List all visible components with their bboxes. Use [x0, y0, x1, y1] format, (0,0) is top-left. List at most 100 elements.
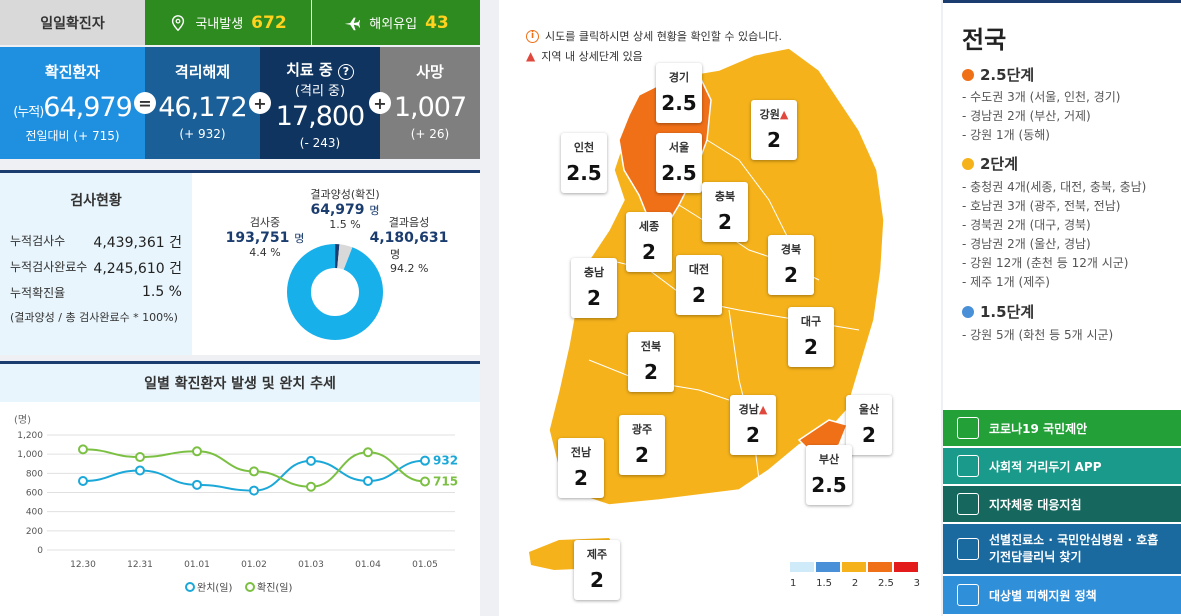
legend-label: 확진(일) — [257, 582, 293, 594]
region-badge-jeonbuk[interactable]: 전북 2 — [628, 332, 674, 392]
test-row: 누적검사수 4,439,361 건 — [10, 234, 182, 251]
data-point — [249, 466, 259, 477]
support-policy-button[interactable]: 대상별 피해지원 정책 — [943, 576, 1181, 614]
region-badge-gyeongnam[interactable]: 경남▲ 2 — [730, 395, 776, 455]
x-tick-label: 01.03 — [298, 560, 324, 570]
daily-confirmed-title: 일일확진자 — [0, 0, 145, 45]
data-point — [192, 446, 202, 457]
region-badge-incheon[interactable]: 인천 2.5 — [561, 133, 607, 193]
y-tick-label: 600 — [26, 489, 43, 499]
domestic-label: 국내발생 — [195, 17, 244, 32]
level-item: - 호남권 3개 (광주, 전북, 전남) — [962, 199, 1121, 213]
data-point — [363, 476, 373, 486]
clinic-finder-button[interactable]: 선별진료소 · 국민안심병원 · 호흡기전담클리닉 찾기 — [943, 524, 1181, 574]
region-badge-gyeonggi[interactable]: 경기 2.5 — [656, 63, 702, 123]
data-point — [306, 455, 316, 466]
warning-icon: ▲ — [758, 403, 768, 416]
deaths-diff: (+ 26) — [410, 127, 450, 141]
level-item: - 충청권 4개(세종, 대전, 충북, 충남) — [962, 180, 1147, 194]
legend-swatch — [894, 562, 918, 572]
level-item: - 강원 12개 (춘천 등 12개 시군) — [962, 256, 1129, 270]
treating-label2: (격리 중) — [294, 84, 346, 99]
x-tick-label: 01.02 — [241, 560, 267, 570]
positive-block: 결과양성(확진) 64,979 명 1.5 % — [310, 188, 380, 231]
document-icon — [957, 493, 979, 515]
location-pin-icon — [172, 14, 185, 31]
x-tick-label: 12.31 — [127, 560, 153, 570]
region-badge-daejeon[interactable]: 대전 2 — [676, 255, 722, 315]
test-note: (결과양성 / 총 검사완료수 * 100%) — [10, 311, 178, 324]
region-badge-gyeongbuk[interactable]: 경북 2 — [768, 235, 814, 295]
data-point — [420, 476, 430, 487]
legend-swatch — [816, 562, 840, 572]
trend-chart: (명) 0 200 400 600 800 1,000 1,200 12.30 12.31 01.0… — [14, 414, 458, 594]
treating-box: 치료 중 ? (격리 중) 17,800 (- 243) — [260, 47, 380, 159]
region-badge-chungbuk[interactable]: 충북 2 — [702, 182, 748, 242]
map-notice: i 시도를 클릭하시면 상세 현황을 확인할 수 있습니다. — [526, 28, 782, 44]
y-tick-label: 0 — [37, 546, 43, 556]
overseas-cases: 해외유입 43 — [312, 0, 480, 45]
released-value: 46,172 — [158, 92, 247, 123]
level-heading: 1.5단계 — [962, 301, 1034, 322]
distancing-app-button[interactable]: 사회적 거리두기 APP — [943, 448, 1181, 484]
map-legend-labels: 1 1.5 2 2.5 3 — [790, 578, 920, 589]
region-badge-jeju[interactable]: 제주 2 — [574, 540, 620, 600]
region-badge-gwangju[interactable]: 광주 2 — [619, 415, 665, 475]
warning-icon: ▲ — [526, 49, 536, 63]
legend-swatch — [790, 562, 814, 572]
data-point — [78, 444, 88, 455]
airplane-icon — [345, 17, 361, 30]
data-point — [363, 447, 373, 458]
x-tick-label: 12.30 — [70, 560, 96, 570]
negative-block: 결과음성 4,180,631 명 94.2 % — [369, 216, 449, 275]
region-badge-seoul[interactable]: 서울 2.5 — [656, 133, 702, 193]
people-distance-icon — [957, 455, 979, 477]
level-dot — [962, 157, 974, 170]
overseas-label: 해외유입 — [369, 17, 418, 32]
pencil-note-icon — [957, 417, 979, 439]
level-item: - 경남권 2개 (울산, 경남) — [962, 237, 1091, 251]
deaths-label: 사망 — [416, 63, 444, 81]
region-badge-gangwon[interactable]: 강원▲ 2 — [751, 100, 797, 160]
level-item: - 강원 5개 (화천 등 5개 시군) — [962, 328, 1114, 342]
legend-marker — [185, 582, 195, 592]
region-badge-chungnam[interactable]: 충남 2 — [571, 258, 617, 318]
level-item: - 수도권 3개 (서울, 인천, 경기) — [962, 90, 1121, 104]
released-box: 격리해제 46,172 (+ 932) — [145, 47, 260, 159]
overseas-value: 43 — [425, 12, 449, 33]
region-badge-busan[interactable]: 부산 2.5 — [806, 445, 852, 505]
region-badge-sejong[interactable]: 세종 2 — [626, 212, 672, 272]
test-title: 검사현황 — [70, 193, 122, 209]
y-tick-label: 1,000 — [17, 450, 43, 460]
level-heading: 2단계 — [962, 153, 1018, 174]
confirmed-label: 확진환자 — [44, 63, 101, 81]
citizen-proposal-button[interactable]: 코로나19 국민제안 — [943, 410, 1181, 446]
data-point — [192, 479, 202, 490]
nation-title: 전국 — [962, 26, 1007, 54]
confirmed-diff: 전일대비 (+ 715) — [25, 129, 120, 143]
level-item: - 강원 1개 (동해) — [962, 128, 1050, 142]
treating-diff: (- 243) — [299, 136, 341, 150]
x-tick-label: 01.01 — [184, 560, 210, 570]
map-notice-detail: ▲ 지역 내 상세단계 있음 — [526, 49, 643, 63]
y-axis-label: (명) — [14, 414, 31, 426]
data-point — [135, 452, 145, 463]
region-badge-jeonnam[interactable]: 전남 2 — [558, 438, 604, 498]
x-tick-label: 01.04 — [355, 560, 381, 570]
trend-title: 일별 확진환자 발생 및 완치 추세 — [0, 364, 480, 402]
donut-slice-negative — [287, 244, 383, 340]
released-diff: (+ 932) — [179, 127, 226, 141]
test-summary — [0, 173, 192, 355]
help-icon[interactable]: ? — [337, 64, 354, 80]
region-badge-daegu[interactable]: 대구 2 — [788, 307, 834, 367]
testing-block: 검사중 193,751 명 4.4 % — [225, 216, 305, 259]
test-row: 누적확진율 1.5 % — [10, 284, 182, 300]
domestic-value: 672 — [251, 12, 287, 33]
level-item: - 경남권 2개 (부산, 거제) — [962, 109, 1091, 123]
treating-label: 치료 중 — [286, 61, 333, 79]
released-label: 격리해제 — [174, 63, 231, 81]
data-point — [78, 476, 88, 486]
local-guideline-button[interactable]: 지자체용 대응지침 — [943, 486, 1181, 522]
region-badge-ulsan[interactable]: 울산 2 — [846, 395, 892, 455]
level-item: - 경북권 2개 (대구, 경북) — [962, 218, 1091, 232]
